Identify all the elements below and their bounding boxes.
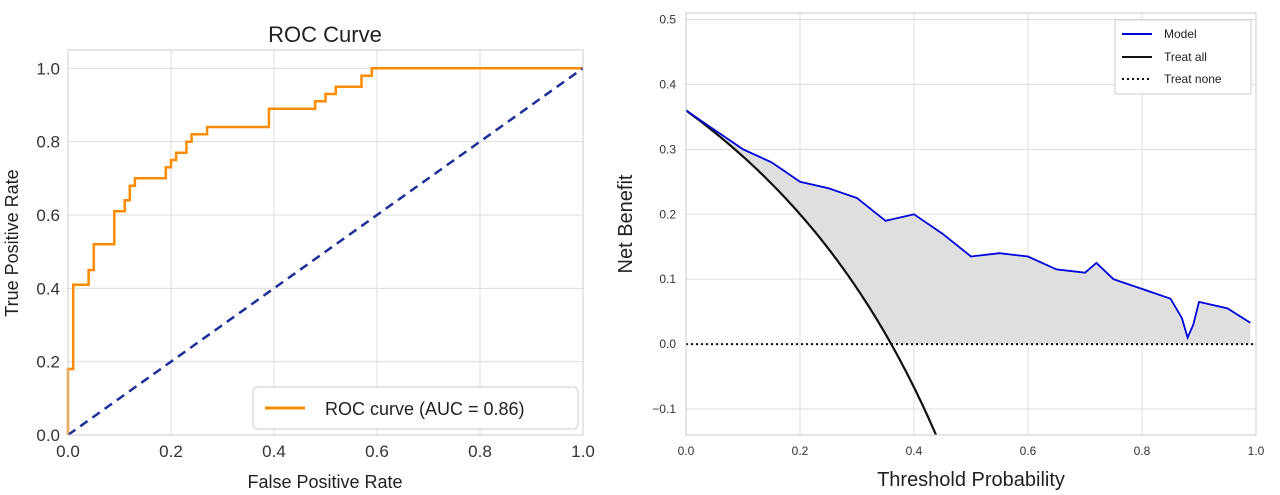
- roc-plot-area: [68, 50, 583, 435]
- dca-tick-labels: 0.0 0.2 0.4 0.6 0.8 1.0 −0.1 0.0 0.1 0.2 0.3 0.4 0.5: [652, 12, 1264, 458]
- roc-y-axis-label: True Positive Rate: [2, 169, 22, 316]
- dca-legend-model-label: Model: [1164, 27, 1197, 41]
- dca-y-tick-label: 0.5: [659, 12, 676, 26]
- dca-x-tick-label: 0.0: [678, 444, 695, 458]
- roc-curve-line: [66, 67, 583, 435]
- dca-model-line: [685, 109, 1251, 341]
- dca-treat-all-line: [685, 109, 938, 436]
- dca-x-tick-label: 0.2: [792, 444, 809, 458]
- dca-y-tick-label: 0.3: [659, 142, 676, 156]
- dca-plot-border: [685, 12, 1257, 436]
- dca-x-tick-label: 0.8: [1134, 444, 1151, 458]
- roc-y-tick-label: 0.0: [36, 426, 60, 445]
- roc-chance-diagonal: [67, 67, 584, 437]
- roc-x-tick-label: 0.4: [262, 442, 286, 461]
- dca-y-tick-label: 0.4: [659, 77, 676, 91]
- roc-legend-label: ROC curve (AUC = 0.86): [325, 399, 525, 419]
- dca-legend-treat-none-label: Treat none: [1164, 72, 1222, 86]
- dca-y-tick-label: 0.2: [659, 207, 676, 221]
- roc-y-tick-label: 1.0: [36, 59, 60, 78]
- roc-legend-box: [252, 386, 579, 430]
- dca-x-tick-label: 1.0: [1248, 444, 1265, 458]
- roc-y-tick-label: 0.4: [36, 279, 60, 298]
- roc-x-tick-label: 0.2: [159, 442, 183, 461]
- dca-y-tick-label: −0.1: [652, 402, 676, 416]
- dca-shaded-region: [686, 110, 1251, 345]
- roc-x-axis-label: False Positive Rate: [247, 472, 402, 492]
- roc-x-tick-label: 0.0: [56, 442, 80, 461]
- roc-title: ROC Curve: [268, 22, 382, 47]
- dca-series: [685, 109, 1256, 436]
- dca-y-tick-label: 0.0: [659, 337, 676, 351]
- roc-y-tick-label: 0.8: [36, 133, 60, 152]
- roc-legend: ROC curve (AUC = 0.86): [252, 386, 579, 430]
- dca-x-tick-label: 0.6: [1020, 444, 1037, 458]
- dca-legend: Model Treat all Treat none: [1114, 19, 1252, 95]
- dca-x-tick-label: 0.4: [906, 444, 923, 458]
- dca-net-benefit-area: [686, 110, 1251, 345]
- roc-x-tick-label: 0.8: [468, 442, 492, 461]
- roc-y-tick-label: 0.2: [36, 353, 60, 372]
- roc-tick-labels: 0.0 0.2 0.4 0.6 0.8 1.0 0.0 0.2 0.4 0.6 0.8 1.0: [36, 59, 594, 461]
- roc-series: [66, 67, 584, 437]
- dca-x-axis-label: Threshold Probability: [877, 469, 1065, 491]
- roc-x-tick-label: 1.0: [571, 442, 595, 461]
- dca-chart: 0.0 0.2 0.4 0.6 0.8 1.0 −0.1 0.0 0.1 0.2 0.3 0.4 0.5…: [615, 12, 1265, 491]
- roc-chart: 0.0 0.2 0.4 0.6 0.8 1.0 0.0 0.2 0.4 0.6 0.8 1.0 ROC…: [2, 22, 595, 492]
- dca-y-axis-label: Net Benefit: [615, 174, 637, 273]
- dca-legend-treat-all-label: Treat all: [1164, 50, 1207, 64]
- roc-x-tick-label: 0.6: [365, 442, 389, 461]
- dca-y-tick-label: 0.1: [659, 272, 676, 286]
- roc-plot-border: [67, 49, 584, 436]
- roc-y-tick-label: 0.6: [36, 206, 60, 225]
